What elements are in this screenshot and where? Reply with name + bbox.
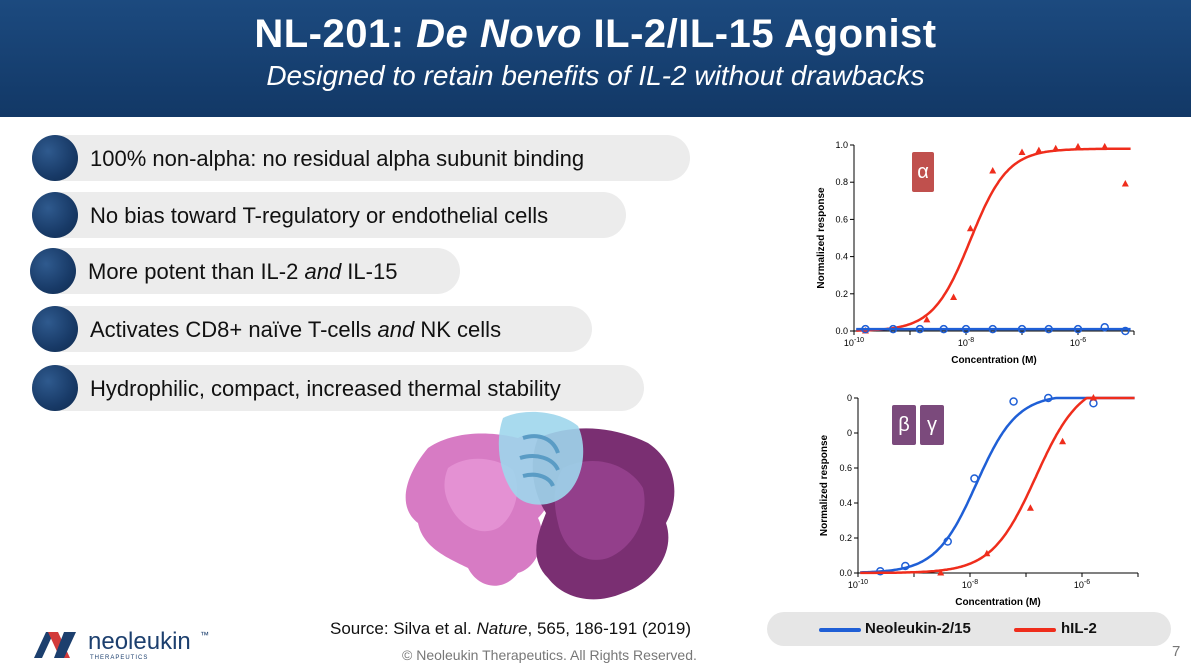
y-tick-label: 0.6 [835, 214, 848, 224]
bullet-text: More potent than IL-2 and IL-15 [88, 259, 398, 284]
data-point [1018, 148, 1026, 155]
data-point [988, 324, 997, 334]
bullet-text: Hydrophilic, compact, increased thermal … [90, 376, 561, 401]
bullet-item: Activates CD8+ naïve T-cells and NK cell… [32, 306, 592, 352]
data-point [1073, 324, 1083, 334]
data-point [1052, 144, 1060, 152]
y-tick-label: 0.2 [839, 533, 852, 543]
data-point [923, 315, 931, 323]
data-point [1035, 146, 1043, 154]
x-tick-label: 10-10 [844, 337, 864, 348]
data-point [915, 324, 925, 334]
data-point [1100, 323, 1109, 332]
x-axis-label: Concentration (M) [951, 355, 1037, 366]
y-tick-label: 0.6 [839, 463, 852, 473]
data-point [983, 549, 991, 557]
x-tick-label: 10-6 [1074, 579, 1090, 590]
page-title: NL-201: De Novo IL-2/IL-15 Agonist [254, 12, 937, 56]
data-point [966, 224, 974, 232]
data-point [1101, 142, 1109, 150]
data-point [1026, 504, 1034, 511]
data-point [970, 474, 979, 483]
data-point [1009, 397, 1018, 406]
bullet-text: Activates CD8+ naïve T-cells and NK cell… [90, 317, 502, 342]
data-point [943, 537, 952, 546]
fit-curve-hil-2 [860, 396, 1135, 575]
y-tick-label: 0.0 [835, 326, 848, 336]
x-tick-label: 10-10 [848, 579, 868, 590]
legend-swatch-neoleukin [819, 628, 861, 632]
bullet-item: More potent than IL-2 and IL-15 [30, 248, 460, 294]
chart-beta-gamma-binding: 0.0 0.2 0.4 0.6 0 0 10-10 10-8 10-6 Concentration… [819, 393, 1139, 608]
bullet-dot-icon [32, 306, 78, 352]
x-axis-label: Concentration (M) [955, 597, 1041, 608]
legend-label-hil2: hIL-2 [1061, 620, 1097, 637]
data-point [950, 293, 958, 301]
y-tick-label: 1.0 [835, 140, 848, 150]
fit-curve-hil-2 [856, 147, 1131, 332]
bullet-text: No bias toward T-regulatory or endotheli… [90, 203, 549, 228]
data-point [1121, 326, 1130, 336]
data-point [888, 324, 898, 334]
y-axis-label: Normalized response [816, 187, 827, 289]
page-number: 7 [1172, 643, 1181, 660]
bullet-item: 100% non-alpha: no residual alpha subuni… [32, 135, 690, 181]
data-point [1089, 394, 1097, 401]
gamma-badge: γ [920, 405, 944, 445]
logo-wordmark: neoleukin [88, 628, 191, 655]
header-banner [0, 0, 1191, 117]
y-tick-label: 0.2 [835, 289, 848, 299]
data-point [989, 167, 997, 174]
chart-alpha-binding: 0.0 0.2 0.4 0.6 0.8 1.0 10-10 10-8 10-6 Concentra… [816, 140, 1135, 366]
y-tick-label: 0.0 [839, 568, 852, 578]
data-point [961, 324, 971, 334]
y-axis-label: Normalized response [819, 434, 830, 536]
legend-swatch-hil2 [1014, 628, 1056, 632]
source-citation: Source: Silva et al. Nature, 565, 186-19… [330, 619, 692, 638]
bullet-text: 100% non-alpha: no residual alpha subuni… [90, 146, 585, 171]
legend-label-neoleukin: Neoleukin-2/15 [865, 620, 971, 637]
logo-mark-icon [34, 632, 76, 658]
data-point [939, 324, 948, 334]
data-point [1017, 324, 1027, 334]
data-point [1044, 393, 1053, 403]
data-point [1044, 324, 1053, 334]
alpha-badge: α [912, 152, 934, 192]
copyright-text: © Neoleukin Therapeutics. All Rights Res… [402, 647, 697, 663]
y-tick-label: 0.4 [839, 498, 852, 508]
x-tick-label: 10-8 [958, 337, 974, 348]
data-point [1089, 399, 1098, 408]
neoleukin-logo: neoleukin ™ THERAPEUTICS [32, 628, 242, 662]
protein-structure-image [405, 411, 675, 600]
logo-tm: ™ [200, 630, 209, 640]
bullet-dot-icon [32, 135, 78, 181]
data-point [1074, 142, 1082, 150]
data-point [1059, 437, 1067, 445]
data-point [901, 561, 910, 571]
y-tick-label: 0 [847, 393, 852, 403]
y-tick-label: 0.8 [835, 177, 848, 187]
x-tick-label: 10-8 [962, 579, 978, 590]
bullet-dot-icon [32, 365, 78, 411]
data-point [861, 324, 870, 334]
bullet-item: No bias toward T-regulatory or endotheli… [32, 192, 626, 238]
data-point [937, 569, 945, 576]
bullet-dot-icon [30, 248, 76, 294]
chart-legend: Neoleukin-2/15 hIL-2 [767, 612, 1171, 646]
logo-tagline: THERAPEUTICS [90, 655, 149, 661]
data-point [1121, 180, 1129, 187]
y-tick-label: 0 [847, 428, 852, 438]
bullet-dot-icon [32, 192, 78, 238]
bullet-item: Hydrophilic, compact, increased thermal … [32, 365, 644, 411]
data-point [876, 567, 885, 576]
beta-badge: β [892, 405, 916, 445]
x-tick-label: 10-6 [1070, 337, 1086, 348]
page-subtitle: Designed to retain benefits of IL-2 with… [266, 60, 925, 91]
y-tick-label: 0.4 [835, 252, 848, 262]
